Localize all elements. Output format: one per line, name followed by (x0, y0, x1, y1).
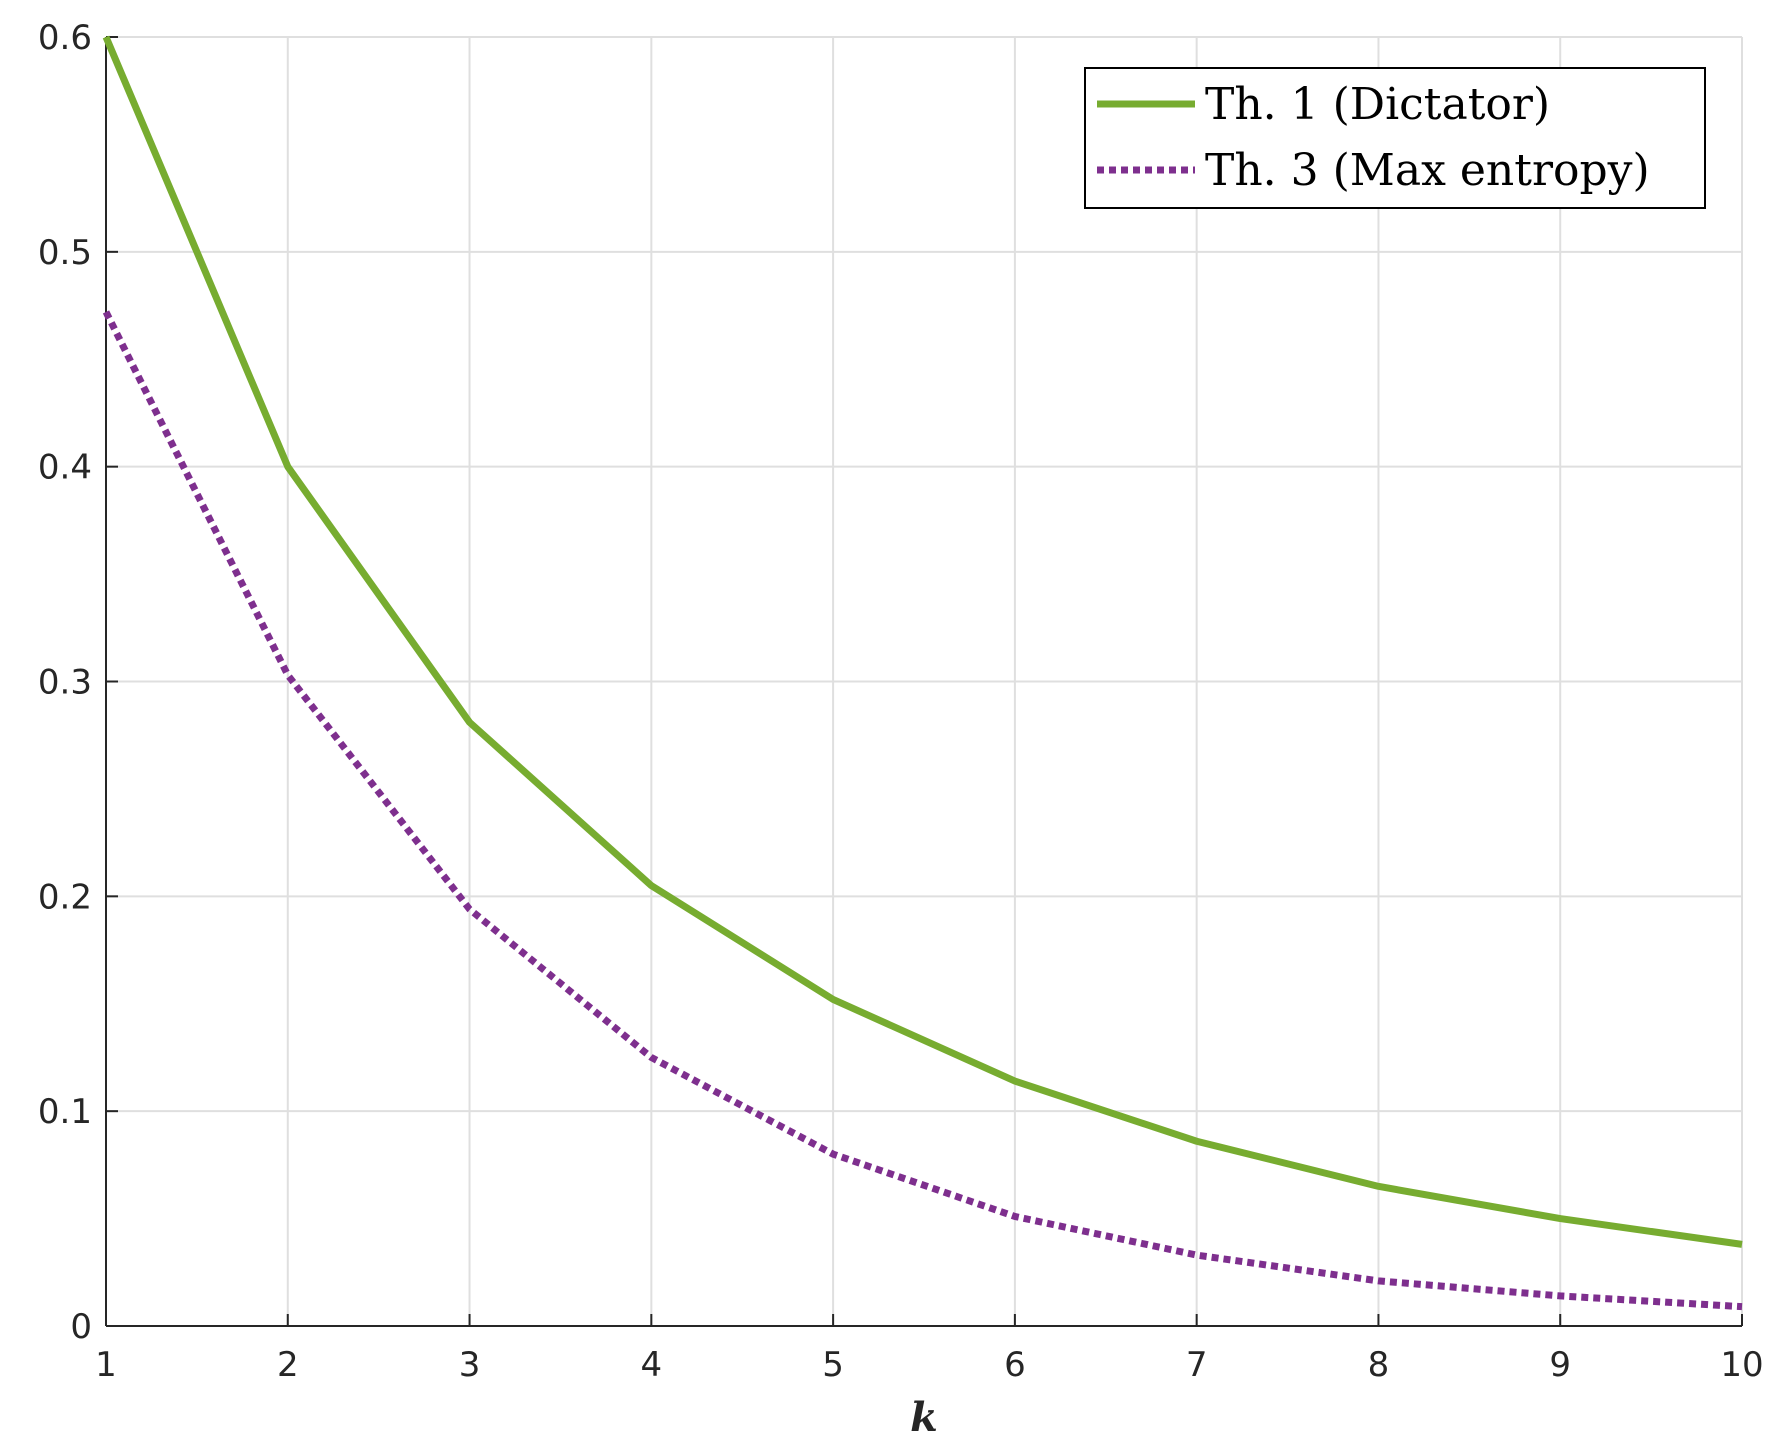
x-tick-label: 9 (1549, 1345, 1571, 1385)
x-tick-label: 4 (641, 1345, 663, 1385)
legend-label-2: Th. 3 (Max entropy) (1205, 145, 1650, 196)
x-tick-label: 2 (277, 1345, 299, 1385)
y-tick-label: 0 (70, 1307, 92, 1347)
series-lines (102, 35, 1743, 1311)
x-tick-label: 1 (95, 1345, 117, 1385)
y-tick-label: 0.2 (38, 877, 92, 917)
x-tick-label: 6 (1004, 1345, 1026, 1385)
tick-labels: 1 2 3 4 5 6 7 8 9 10 0 0.1 0.2 0.3 0.4 0.5 0.6 (38, 18, 1764, 1385)
series-line-2 (102, 310, 1743, 1311)
axes (105, 36, 1743, 1327)
legend: Th. 1 (Dictator) Th. 3 (Max entropy) (1084, 67, 1706, 209)
x-tick-label: 7 (1186, 1345, 1208, 1385)
y-tick-label: 0.6 (38, 18, 92, 58)
y-tick-label: 0.4 (38, 448, 92, 488)
y-tick-label: 0.5 (38, 233, 92, 273)
x-tick-label: 3 (459, 1345, 481, 1385)
legend-box (1084, 67, 1706, 209)
x-tick-label: 10 (1720, 1345, 1763, 1385)
series-line-1 (102, 35, 1743, 1248)
legend-label-1: Th. 1 (Dictator) (1205, 79, 1550, 130)
y-tick-label: 0.3 (38, 663, 92, 703)
y-tick-label: 0.1 (38, 1092, 92, 1132)
x-axis-title: k (910, 1394, 938, 1441)
x-tick-label: 8 (1368, 1345, 1390, 1385)
x-tick-label: 5 (822, 1345, 844, 1385)
